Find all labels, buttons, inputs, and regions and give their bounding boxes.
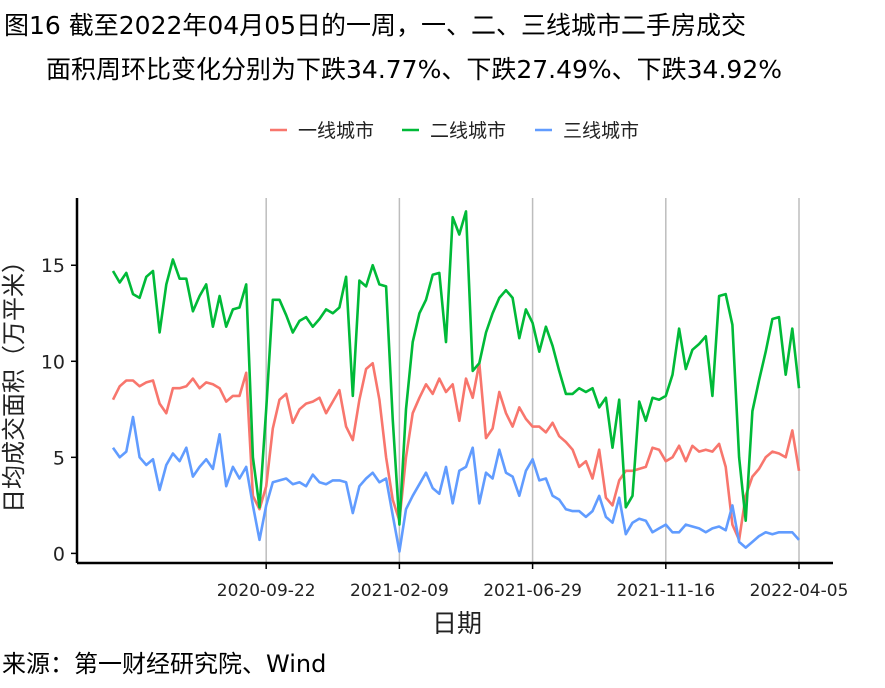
x-ticks: 2020-09-22 2021-02-09 2021-06-29 2021-11-16… [217,563,849,601]
y-ticks: 0 5 10 15 [41,255,77,565]
y-axis-label: 日均成交面积（万平米） [0,249,28,513]
source-note: 来源：第一财经研究院、Wind [2,650,327,678]
legend-label-2: 二线城市 [430,120,506,142]
x-tick-label: 2022-04-05 [750,581,849,601]
y-tick-label: 10 [41,351,65,373]
x-axis-label: 日期 [432,609,482,638]
y-tick-label: 15 [41,255,65,277]
chart-title-line1: 图16 截至2022年04月05日的一周，一、二、三线城市二手房成交 [4,11,747,40]
series-line-3 [111,415,800,553]
series-line-1 [111,361,801,542]
grid-lines [265,198,800,563]
legend-label-1: 一线城市 [298,120,374,142]
x-tick-label: 2021-11-16 [616,581,715,601]
series-layer [111,210,801,553]
series-line-2 [111,210,801,526]
x-tick-label: 2020-09-22 [217,581,316,601]
legend-label-3: 三线城市 [563,120,639,142]
y-tick-label: 0 [53,543,65,565]
x-tick-label: 2021-06-29 [483,581,582,601]
chart-title-line2: 面积周环比变化分别为下跌34.77%、下跌27.49%、下跌34.92% [46,55,782,84]
x-tick-label: 2021-02-09 [350,581,449,601]
legend: 一线城市 二线城市 三线城市 [270,120,639,142]
y-tick-label: 5 [53,447,65,469]
